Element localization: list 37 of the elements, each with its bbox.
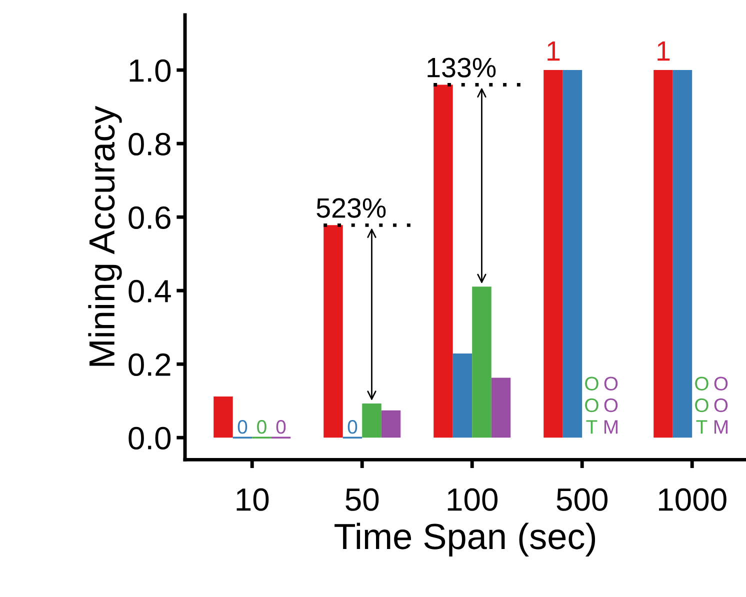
data-label: 1: [658, 42, 670, 61]
bar: [544, 70, 563, 438]
bar: [452, 353, 472, 438]
y-tick-label: 0.0: [128, 426, 171, 450]
x-tick-label: 50: [346, 488, 379, 511]
bar: [654, 70, 673, 438]
y-tick-label: 1.0: [130, 59, 171, 82]
bar: [381, 410, 401, 438]
y-tick-label: 0.2: [128, 353, 170, 376]
y-tick-label: 0.8: [128, 132, 170, 156]
text: OOM: [604, 376, 618, 434]
bar: [434, 84, 453, 438]
y-tick-label: 0.6: [128, 206, 170, 229]
data-label: 0: [238, 420, 248, 434]
data-label: 0: [276, 420, 286, 434]
data-label: 0: [348, 420, 358, 434]
text: OOM: [714, 376, 728, 434]
text: OOT: [695, 376, 708, 434]
x-tick-label: 100: [448, 488, 498, 511]
bar: [324, 225, 343, 438]
annotation: 133%: [428, 58, 496, 78]
x-axis-title: Time Span (sec): [334, 522, 596, 556]
bar: [472, 286, 492, 438]
y-tick-label: 0.4: [128, 280, 171, 302]
bar: [214, 396, 233, 438]
x-tick-label: 1000: [659, 488, 726, 511]
bar: [491, 378, 511, 438]
y-axis-title: Mining Accuracy: [88, 106, 122, 366]
bar: [562, 70, 582, 438]
data-label: 0: [257, 420, 266, 434]
x-tick-label: 500: [556, 488, 608, 511]
data-label: 1: [548, 42, 560, 61]
text: OOT: [585, 376, 598, 434]
annotation: 523%: [316, 198, 386, 218]
bar: [672, 70, 692, 438]
bar: [362, 403, 382, 438]
x-tick-label: 10: [236, 488, 269, 511]
